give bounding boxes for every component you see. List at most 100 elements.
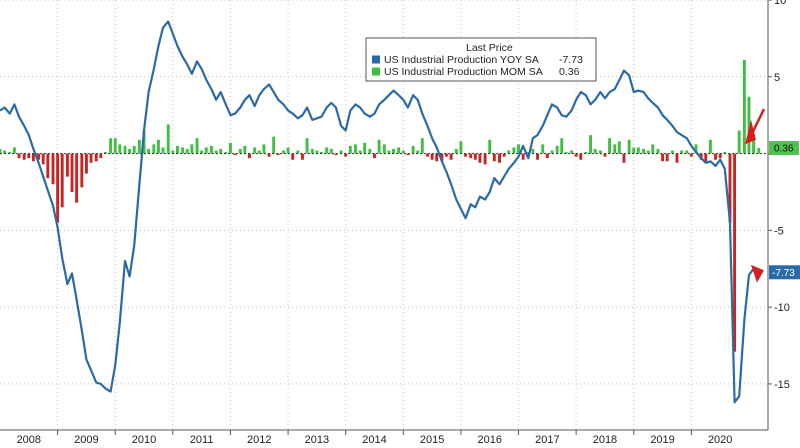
mom-bar: [210, 145, 213, 154]
mom-bar: [473, 153, 477, 160]
mom-bar: [296, 150, 300, 154]
mom-bar: [416, 150, 420, 154]
legend-value-yoy: -7.73: [559, 54, 583, 66]
mom-bar: [608, 138, 612, 154]
mom-bar: [675, 153, 679, 163]
mom-bar: [642, 148, 645, 154]
mom-bar: [310, 148, 314, 154]
mom-bar: [694, 144, 698, 154]
mom-bar: [368, 148, 372, 154]
mom-bar: [176, 145, 179, 154]
mom-bar: [665, 153, 669, 162]
badge-yoy-background: [769, 265, 800, 280]
mom-bar: [156, 139, 160, 154]
x-tick-label: 2008: [17, 434, 41, 446]
mom-bar: [440, 153, 444, 162]
x-tick-label: 2009: [74, 434, 98, 446]
mom-bar: [627, 139, 631, 154]
mom-bar: [214, 150, 218, 154]
mom-bar: [632, 147, 636, 154]
mom-bar: [747, 96, 751, 154]
mom-bar: [195, 138, 199, 154]
mom-bar: [545, 153, 549, 159]
mom-bar: [339, 150, 343, 154]
mom-bar: [185, 148, 189, 154]
x-tick-label: 2015: [420, 434, 444, 446]
mom-bar: [286, 147, 290, 154]
legend-swatch-mom: [372, 67, 380, 76]
mom-bar: [406, 153, 410, 156]
mom-bar: [584, 152, 588, 154]
y-tick-label: -15: [774, 379, 790, 391]
mom-bar: [267, 153, 271, 157]
mom-bar: [526, 152, 530, 154]
mom-bar: [109, 138, 113, 154]
mom-bar: [574, 153, 578, 157]
mom-bars: [0, 59, 761, 352]
mom-bar: [99, 153, 103, 159]
mom-bar: [243, 145, 247, 154]
mom-bar: [704, 153, 708, 163]
mom-bar: [507, 150, 511, 154]
mom-bar: [454, 148, 458, 154]
mom-bar: [483, 153, 487, 165]
mom-bar: [521, 153, 525, 160]
badge-yoy-label: -7.73: [772, 268, 795, 279]
mom-bar: [680, 150, 684, 154]
mom-bar: [728, 153, 732, 223]
x-tick-labels: 2008 2009 2010 2011 2012 2013 2014 2015 2016 2017…: [17, 434, 733, 446]
mom-bar: [84, 153, 88, 174]
mom-bar: [325, 147, 329, 154]
legend: Last Price US Industrial Production YOY …: [365, 37, 597, 82]
y-tick-label: 10: [774, 0, 786, 7]
mom-bar: [334, 153, 338, 156]
mom-bar: [70, 153, 74, 192]
mom-bar: [166, 124, 170, 154]
mom-bar: [555, 145, 559, 154]
y-tick-labels: 10 5 -5 -10 -15: [774, 0, 790, 391]
mom-bar: [426, 153, 429, 157]
mom-bar: [0, 148, 2, 154]
mom-bar: [291, 153, 295, 160]
mom-bar: [89, 153, 93, 163]
mom-bar: [123, 145, 127, 154]
mom-bar: [733, 153, 737, 352]
mom-bar: [598, 150, 602, 154]
mom-bar: [689, 153, 693, 157]
mom-bar: [449, 153, 453, 160]
mom-bar: [512, 147, 516, 154]
mom-bar: [430, 153, 434, 160]
mom-bar: [60, 153, 64, 208]
mom-bar: [488, 139, 492, 154]
mom-bar: [646, 150, 650, 154]
mom-bar: [502, 153, 506, 157]
x-tick-label: 2011: [190, 434, 214, 446]
mom-bar: [469, 153, 473, 159]
x-tick-label: 2014: [362, 434, 386, 446]
mom-bar: [670, 150, 674, 154]
mom-bar: [445, 153, 448, 157]
mom-bar: [651, 144, 655, 154]
badge-yoy: -7.73: [769, 265, 800, 280]
mom-bar: [714, 153, 718, 160]
arrow-yoy-head: [751, 264, 764, 283]
mom-bar: [636, 147, 640, 154]
y-tick-label: -10: [774, 302, 790, 314]
mom-bar: [233, 153, 237, 156]
mom-bar: [161, 147, 165, 154]
mom-bar: [589, 135, 592, 154]
yoy-line-group: [0, 20, 760, 404]
mom-bar: [257, 150, 261, 154]
mom-bar: [137, 139, 141, 154]
mom-bar: [593, 148, 597, 154]
mom-bar: [229, 142, 232, 154]
x-tick-label: 2016: [477, 434, 501, 446]
yoy-line: [0, 20, 760, 404]
mom-bar: [570, 150, 573, 154]
legend-title: Last Price: [466, 42, 513, 54]
arrow-mom-head: [745, 119, 756, 145]
mom-bar: [613, 144, 617, 154]
badge-mom-background: [769, 141, 799, 156]
mom-bar: [435, 153, 439, 162]
